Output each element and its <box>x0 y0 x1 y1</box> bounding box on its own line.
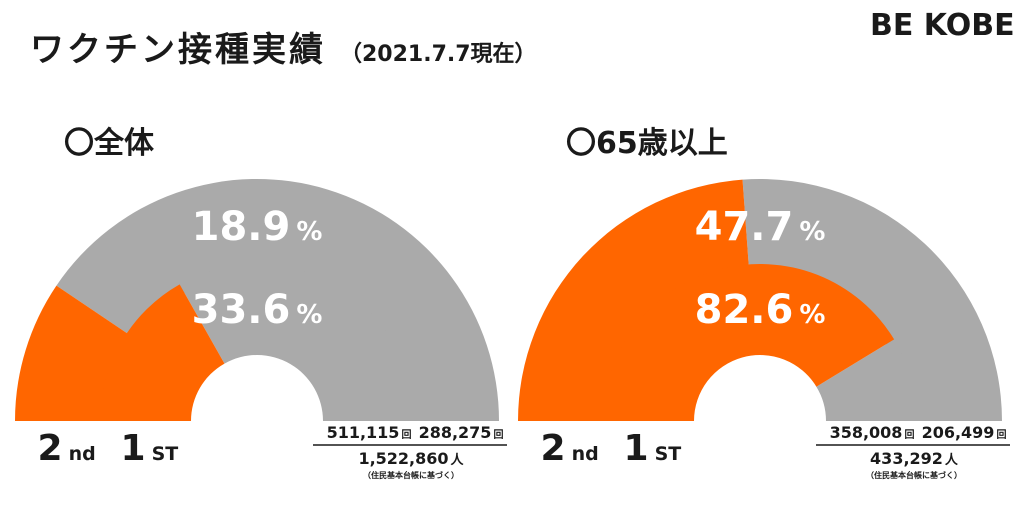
ring-65plus-2nd-percent-label: 47.7% <box>695 204 826 250</box>
ring-overall-2nd-remaining <box>56 179 499 421</box>
ring-65plus-2nd-remaining <box>742 178 1002 421</box>
population-note-65plus: （住民基本台帳に基づく） <box>866 470 962 480</box>
count-65plus-1st: 358,008 回 <box>830 423 915 442</box>
population-note-overall: （住民基本台帳に基づく） <box>363 470 459 480</box>
ring-overall-1st-percent-label: 33.6% <box>192 287 323 333</box>
chart-title-65plus: 〇65歳以上 <box>566 126 728 161</box>
ring-65plus-1st-remaining <box>816 339 917 421</box>
ring-overall-1st-done <box>100 284 225 421</box>
page-title-text: ワクチン接種実績 <box>30 30 326 70</box>
population-65plus: 433,292 人 <box>870 449 959 468</box>
ring-65plus-1st-done <box>603 263 895 421</box>
brand-logo: BE KOBE <box>870 8 1014 43</box>
count-65plus-2nd: 206,499 回 <box>922 423 1007 442</box>
ring-65plus-1st-label: 1 ST <box>624 428 682 469</box>
page-title: ワクチン接種実績 （2021.7.7現在） <box>30 22 537 71</box>
page-title-date: （2021.7.7現在） <box>340 42 537 67</box>
count-overall-1st: 511,115 回 <box>327 423 412 442</box>
ring-overall-2nd-percent-label: 18.9% <box>192 204 323 250</box>
count-overall-2nd: 288,275 回 <box>419 423 504 442</box>
ring-65plus-1st-percent-label: 82.6% <box>695 287 826 333</box>
ring-65plus-2nd-done <box>518 179 750 421</box>
ring-overall-1st-remaining <box>179 264 414 421</box>
ring-overall-1st-label: 1 ST <box>121 428 179 469</box>
chart-title-overall: 〇全体 <box>64 126 154 161</box>
population-overall: 1,522,860 人 <box>358 449 464 468</box>
